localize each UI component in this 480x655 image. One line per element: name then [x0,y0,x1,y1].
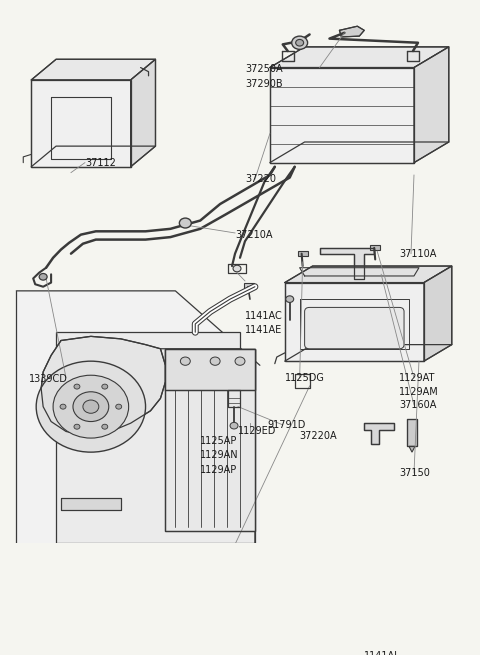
Circle shape [230,422,238,429]
FancyBboxPatch shape [305,307,404,348]
Circle shape [116,404,122,409]
Circle shape [180,218,192,228]
Circle shape [39,274,47,280]
Text: 37290B: 37290B [245,79,283,89]
Circle shape [235,357,245,365]
Text: 1129ED: 1129ED [238,426,276,436]
Circle shape [36,361,145,452]
Circle shape [60,404,66,409]
Circle shape [83,400,99,413]
Text: 1129AN: 1129AN [200,451,239,460]
Text: 1129AP: 1129AP [200,464,238,474]
Polygon shape [166,348,255,390]
Text: 37220: 37220 [245,174,276,184]
Text: 1141AE: 1141AE [245,325,282,335]
Circle shape [180,357,190,365]
Polygon shape [31,80,131,167]
Circle shape [210,357,220,365]
Polygon shape [31,60,156,80]
Polygon shape [41,337,166,436]
Polygon shape [131,60,156,167]
Polygon shape [56,332,255,543]
Text: 1129AM: 1129AM [399,386,439,397]
Polygon shape [270,47,449,67]
Text: 1141AC: 1141AC [245,310,283,321]
Circle shape [74,424,80,429]
Polygon shape [166,348,255,531]
Circle shape [286,296,294,303]
Text: 1339CD: 1339CD [29,375,68,384]
Polygon shape [320,248,374,279]
Polygon shape [61,498,120,510]
Polygon shape [339,26,364,37]
Text: 37250A: 37250A [245,64,283,74]
Circle shape [74,384,80,389]
Polygon shape [244,284,254,288]
Text: 91791D: 91791D [268,420,306,430]
Text: 37110A: 37110A [399,249,436,259]
Circle shape [233,265,241,272]
Polygon shape [407,419,417,446]
Circle shape [292,36,308,49]
Circle shape [53,375,129,438]
Circle shape [102,384,108,389]
Text: 1141AJ: 1141AJ [364,652,398,655]
Polygon shape [414,47,449,162]
Polygon shape [364,423,394,444]
Text: 37220A: 37220A [300,430,337,441]
Text: 37210A: 37210A [235,230,273,240]
Polygon shape [285,266,452,282]
Polygon shape [409,446,415,452]
Polygon shape [370,246,380,250]
Text: 37160A: 37160A [399,400,436,410]
Polygon shape [424,266,452,361]
Polygon shape [285,282,424,361]
Circle shape [296,39,304,46]
Text: 1125AP: 1125AP [200,436,238,447]
Polygon shape [16,291,260,543]
Polygon shape [298,251,308,256]
Polygon shape [270,67,414,162]
Text: 1125DG: 1125DG [285,373,324,383]
Circle shape [73,392,109,422]
Text: 37150: 37150 [399,468,430,477]
Circle shape [102,424,108,429]
Text: 37112: 37112 [85,158,116,168]
Text: 1129AT: 1129AT [399,373,435,383]
